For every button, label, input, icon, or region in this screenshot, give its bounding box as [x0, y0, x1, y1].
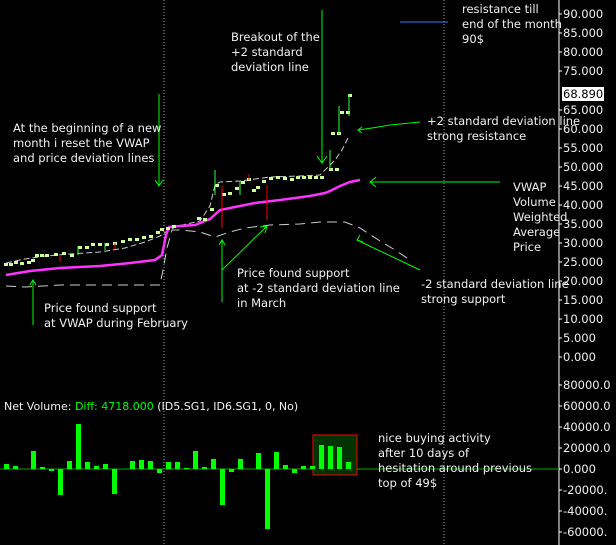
price-tick: 40.000 — [563, 198, 604, 212]
price-tick: 15.000 — [563, 293, 604, 307]
annotation-breakout: Breakout of the +2 standard deviation li… — [231, 30, 320, 74]
annotation-arrows — [29, 10, 500, 325]
volume-study-header: Net Volume: Diff: 4718.000 (ID5.SG1, ID6… — [4, 400, 298, 413]
volume-bars — [4, 424, 351, 529]
annotation-new-month: At the beginning of a new month i reset … — [13, 121, 162, 165]
price-tick: 0.000 — [563, 350, 596, 364]
volume-diff-value: Diff: 4718.000 — [74, 400, 154, 413]
minus2-sd-line — [5, 221, 411, 288]
price-axis-ticks — [559, 13, 562, 358]
price-tick: 75.000 — [563, 64, 604, 78]
volume-tick: 60000.0 — [563, 399, 611, 413]
down-ticks — [59, 174, 268, 262]
volume-tick: 80000.0 — [563, 378, 611, 392]
price-tick: 60.000 — [563, 122, 604, 136]
volume-study-params: (ID5.SG1, ID6.SG1, 0, No) — [157, 400, 299, 413]
price-bars — [4, 94, 352, 266]
price-tick: 90.000 — [563, 7, 604, 21]
vwap-line — [5, 178, 361, 277]
annotation-minus2-sd: -2 standard deviation line strong suppor… — [421, 277, 569, 306]
annotation-support-february: Price found support at VWAP during Febru… — [44, 301, 188, 330]
price-tick: 85.000 — [563, 26, 604, 40]
annotation-buying-activity: nice buying activity after 10 days of he… — [378, 431, 533, 490]
annotation-plus2-sd: +2 standard deviation line strong resist… — [427, 114, 581, 143]
price-tick: 25.000 — [563, 255, 604, 269]
annotation-support-march: Price found support at -2 standard devia… — [237, 266, 400, 310]
annotation-resistance: resistance till end of the month 90$ — [462, 2, 562, 46]
price-tick: 80.000 — [563, 45, 604, 59]
volume-axis-ticks — [559, 384, 562, 533]
volume-study-name: Net Volume: — [4, 400, 72, 413]
volume-tick: 40000.0 — [563, 420, 611, 434]
last-price-marker: 68.890 — [561, 86, 606, 102]
price-tick: 45.000 — [563, 179, 604, 193]
price-tick: 55.000 — [563, 141, 604, 155]
price-range-lines — [77, 94, 350, 255]
volume-tick: -20000. — [563, 483, 608, 497]
price-tick: 20.000 — [563, 274, 604, 288]
price-tick: 30.000 — [563, 236, 604, 250]
price-tick: 5.000 — [563, 331, 596, 345]
volume-tick: -60000. — [563, 525, 608, 539]
volume-tick: 0.000 — [563, 462, 596, 476]
annotation-vwap: VWAP Volume Weighted Average Price — [513, 180, 568, 254]
volume-tick: -40000. — [563, 504, 608, 518]
price-tick: 10.000 — [563, 312, 604, 326]
volume-tick: 20000.0 — [563, 441, 611, 455]
price-tick: 50.000 — [563, 160, 604, 174]
plus2-sd-line — [5, 137, 349, 264]
price-tick: 65.000 — [563, 103, 604, 117]
price-tick: 35.000 — [563, 217, 604, 231]
